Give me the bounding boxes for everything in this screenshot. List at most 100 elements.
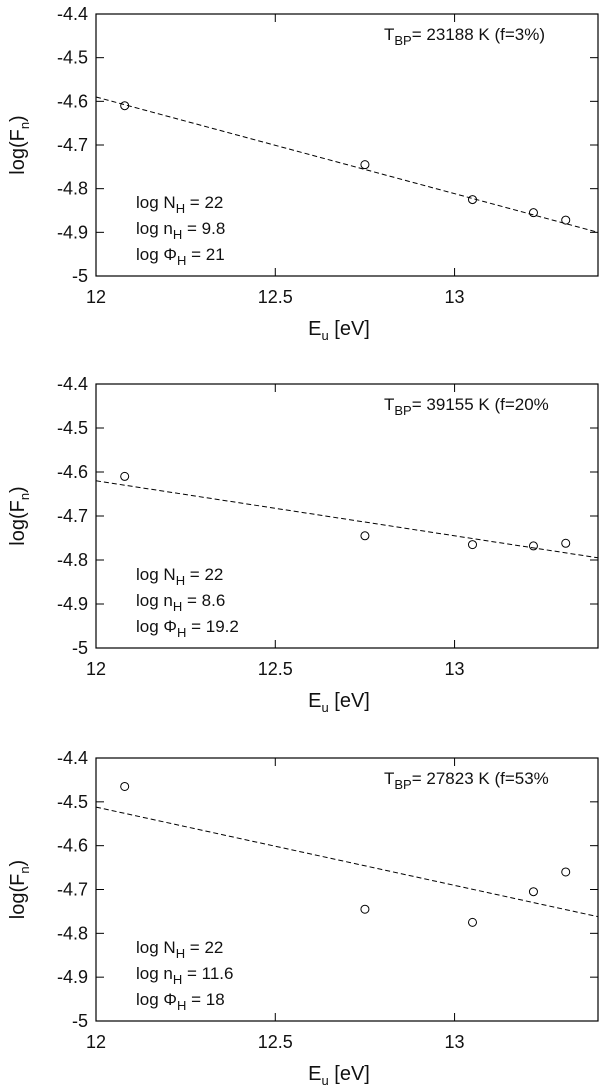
data-point <box>528 208 538 218</box>
param-label-rest: = 22 <box>185 193 223 212</box>
y-tick-label: -4.5 <box>57 792 88 812</box>
data-point <box>561 867 571 877</box>
y-tick-label: -4.8 <box>57 923 88 943</box>
y-axis-label-rest: ) <box>7 486 29 493</box>
param-label: log nH = 8.6 <box>136 591 225 614</box>
fit-line <box>95 480 599 559</box>
param-label-rest: = 22 <box>185 565 223 584</box>
temperature-label: TBP= 23188 K (f=3%) <box>384 25 545 48</box>
y-axis-label-sub: n <box>17 493 32 500</box>
data-point <box>120 471 130 481</box>
param-label: log ΦH = 19.2 <box>136 617 239 640</box>
panel-2: -4.4 -4.5 -4.6 -4.7 -4.8 -4.9 -512 12.5 13 TBP= 3… <box>7 374 599 715</box>
y-tick-label: -4.5 <box>57 48 88 68</box>
x-axis-label-rest: [eV] <box>329 318 370 340</box>
temperature-label-rest: = 39155 K (f=20% <box>412 395 549 414</box>
x-axis-label-sub: u <box>321 1073 328 1087</box>
param-label-rest: = 21 <box>186 245 224 264</box>
x-axis-label-main: E <box>308 690 321 712</box>
param-label: log NH = 22 <box>136 193 223 216</box>
y-tick-label: -4.9 <box>57 967 88 987</box>
param-label-main: log Φ <box>136 245 177 264</box>
y-axis-label-main: log(F <box>7 129 29 175</box>
x-axis-label-rest: [eV] <box>329 1063 370 1085</box>
y-axis-label: log(Fn) <box>7 115 32 174</box>
y-tick-label: -4.4 <box>57 748 88 768</box>
data-point <box>561 215 571 225</box>
param-label: log ΦH = 18 <box>136 990 225 1013</box>
y-tick-label: -4.7 <box>57 135 88 155</box>
temperature-label-rest: = 23188 K (f=3%) <box>412 25 545 44</box>
x-axis-label-main: E <box>308 318 321 340</box>
y-tick-label: -4.9 <box>57 594 88 614</box>
param-label-sub: H <box>176 573 185 588</box>
x-tick-label: 12.5 <box>258 287 293 307</box>
param-label: log ΦH = 21 <box>136 245 225 268</box>
fit-line <box>95 96 599 233</box>
y-axis-label-rest: ) <box>7 860 29 867</box>
param-label-rest: = 22 <box>185 938 223 957</box>
param-label-sub: H <box>177 625 186 640</box>
data-point <box>528 887 538 897</box>
param-label-sub: H <box>176 201 185 216</box>
param-label-sub: H <box>176 946 185 961</box>
param-label-main: log N <box>136 938 176 957</box>
y-tick-label: -5 <box>72 1011 88 1031</box>
x-tick-label: 12.5 <box>258 659 293 679</box>
y-axis-label: log(Fn) <box>7 486 32 545</box>
temperature-label-sub: BP <box>394 33 411 48</box>
param-label: log nH = 9.8 <box>136 219 225 242</box>
data-point <box>120 101 130 111</box>
data-point <box>468 540 477 550</box>
param-label-sub: H <box>177 998 186 1013</box>
x-tick-label: 13 <box>445 659 465 679</box>
x-axis-label: Eu [eV] <box>308 318 370 343</box>
x-axis-label-rest: [eV] <box>329 690 370 712</box>
param-label-main: log n <box>136 964 173 983</box>
param-label-main: log n <box>136 219 173 238</box>
x-tick-label: 12 <box>86 659 106 679</box>
y-tick-label: -4.6 <box>57 91 88 111</box>
temperature-label-main: T <box>384 395 394 414</box>
y-axis-label-rest: ) <box>7 115 29 122</box>
temperature-label-main: T <box>384 769 394 788</box>
temperature-label-sub: BP <box>394 403 411 418</box>
param-label-sub: H <box>173 972 182 987</box>
param-label: log nH = 11.6 <box>136 964 233 987</box>
param-label-main: log Φ <box>136 617 177 636</box>
x-tick-label: 13 <box>445 287 465 307</box>
param-label-main: log n <box>136 591 173 610</box>
data-point <box>561 538 571 548</box>
param-label-main: log N <box>136 565 176 584</box>
fit-line <box>95 806 599 918</box>
y-tick-label: -4.4 <box>57 4 88 24</box>
param-label-sub: H <box>173 227 182 242</box>
param-label: log NH = 22 <box>136 938 223 961</box>
y-tick-label: -4.7 <box>57 880 88 900</box>
y-tick-label: -4.9 <box>57 222 88 242</box>
x-axis-label: Eu [eV] <box>308 1063 370 1087</box>
data-point <box>360 904 370 914</box>
param-label-sub: H <box>177 253 186 268</box>
data-point <box>120 781 130 791</box>
param-label-rest: = 9.8 <box>182 219 225 238</box>
param-label-rest: = 8.6 <box>182 591 225 610</box>
temperature-label-rest: = 27823 K (f=53% <box>412 769 549 788</box>
y-tick-label: -4.6 <box>57 462 88 482</box>
y-tick-label: -4.7 <box>57 506 88 526</box>
param-label-rest: = 19.2 <box>186 617 238 636</box>
x-tick-label: 12 <box>86 1032 106 1052</box>
data-point <box>360 160 370 170</box>
data-point <box>528 541 538 551</box>
data-point <box>468 917 477 927</box>
y-tick-label: -4.4 <box>57 374 88 394</box>
data-point <box>360 531 370 541</box>
y-tick-label: -5 <box>72 266 88 286</box>
x-tick-label: 13 <box>445 1032 465 1052</box>
param-label-sub: H <box>173 599 182 614</box>
y-tick-label: -4.6 <box>57 836 88 856</box>
y-tick-label: -4.8 <box>57 179 88 199</box>
y-axis-label-sub: n <box>17 122 32 129</box>
x-axis-label-sub: u <box>321 700 328 715</box>
